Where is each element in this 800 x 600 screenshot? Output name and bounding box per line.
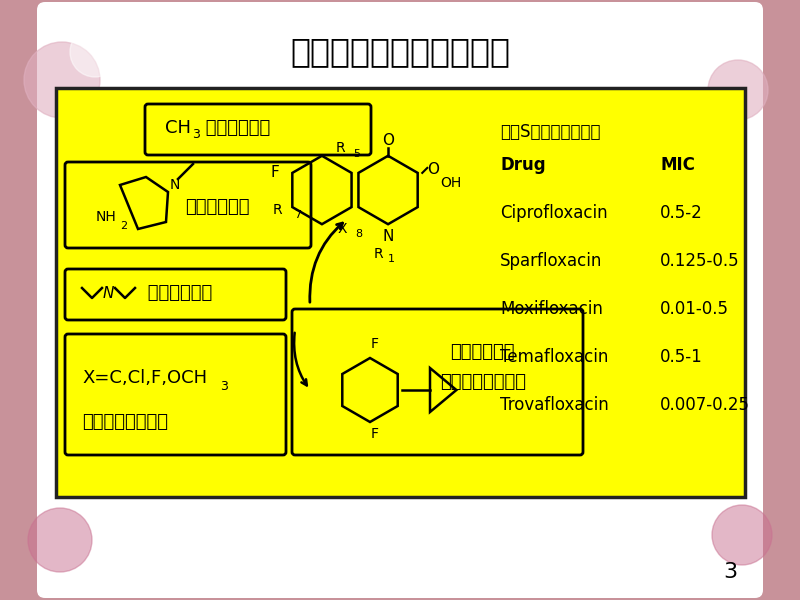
Text: N: N [382, 229, 394, 244]
Text: O: O [382, 133, 394, 148]
Text: 0.125-0.5: 0.125-0.5 [660, 252, 740, 270]
Text: 降低最小抑菌浓度: 降低最小抑菌浓度 [440, 373, 526, 391]
Text: 抗革兰阳性菌: 抗革兰阳性菌 [185, 198, 250, 216]
Text: 3: 3 [192, 128, 200, 142]
Text: 1: 1 [388, 254, 395, 264]
Text: R: R [374, 247, 383, 261]
Text: Temafloxacin: Temafloxacin [500, 348, 608, 366]
Text: 5: 5 [353, 149, 360, 159]
Text: F: F [271, 166, 280, 181]
Text: OH: OH [440, 176, 462, 190]
Text: 8: 8 [355, 229, 362, 239]
Text: F: F [371, 337, 379, 351]
Text: CH: CH [165, 119, 191, 137]
FancyBboxPatch shape [65, 334, 286, 455]
Text: 0.01-0.5: 0.01-0.5 [660, 300, 729, 318]
Text: MIC: MIC [660, 156, 695, 174]
Text: R: R [273, 203, 282, 217]
Text: 0.5-2: 0.5-2 [660, 204, 702, 222]
FancyBboxPatch shape [56, 88, 745, 497]
FancyBboxPatch shape [65, 162, 311, 248]
Text: 降低最小抑菌浓度: 降低最小抑菌浓度 [82, 413, 168, 431]
Text: 2: 2 [120, 221, 127, 231]
Text: NH: NH [96, 210, 117, 224]
FancyBboxPatch shape [292, 309, 583, 455]
Circle shape [28, 508, 92, 572]
Circle shape [708, 60, 768, 120]
Text: 3: 3 [723, 562, 737, 582]
Text: Ciprofloxacin: Ciprofloxacin [500, 204, 608, 222]
Text: 抑制S肺炎球菌的活性: 抑制S肺炎球菌的活性 [500, 123, 601, 141]
Bar [755, 0, 800, 600]
Text: R: R [335, 141, 345, 155]
Text: O: O [427, 163, 439, 178]
Text: Moxifloxacin: Moxifloxacin [500, 300, 603, 318]
Text: Trovafloxacin: Trovafloxacin [500, 396, 609, 414]
Text: 7: 7 [294, 210, 301, 220]
Text: 体积大的基团: 体积大的基团 [450, 343, 514, 361]
Text: F: F [371, 427, 379, 441]
Text: X: X [338, 222, 347, 236]
Circle shape [70, 27, 120, 77]
FancyBboxPatch shape [37, 2, 763, 598]
Circle shape [712, 505, 772, 565]
FancyBboxPatch shape [145, 104, 371, 155]
Text: 抗革兰阳性菌: 抗革兰阳性菌 [142, 284, 212, 302]
Text: 抗革兰阳性菌: 抗革兰阳性菌 [200, 119, 270, 137]
Text: X=C,Cl,F,OCH: X=C,Cl,F,OCH [82, 369, 207, 387]
Bar [0, 0, 45, 600]
Text: N: N [103, 286, 114, 301]
Circle shape [24, 42, 100, 118]
FancyBboxPatch shape [65, 269, 286, 320]
Text: Sparfloxacin: Sparfloxacin [500, 252, 602, 270]
Text: 0.5-1: 0.5-1 [660, 348, 702, 366]
Text: Drug: Drug [500, 156, 546, 174]
Text: N: N [170, 178, 180, 192]
Text: 改善对革兰阳性菌的活性: 改善对革兰阳性菌的活性 [290, 35, 510, 68]
Text: 3: 3 [220, 379, 228, 392]
Text: 0.007-0.25: 0.007-0.25 [660, 396, 750, 414]
